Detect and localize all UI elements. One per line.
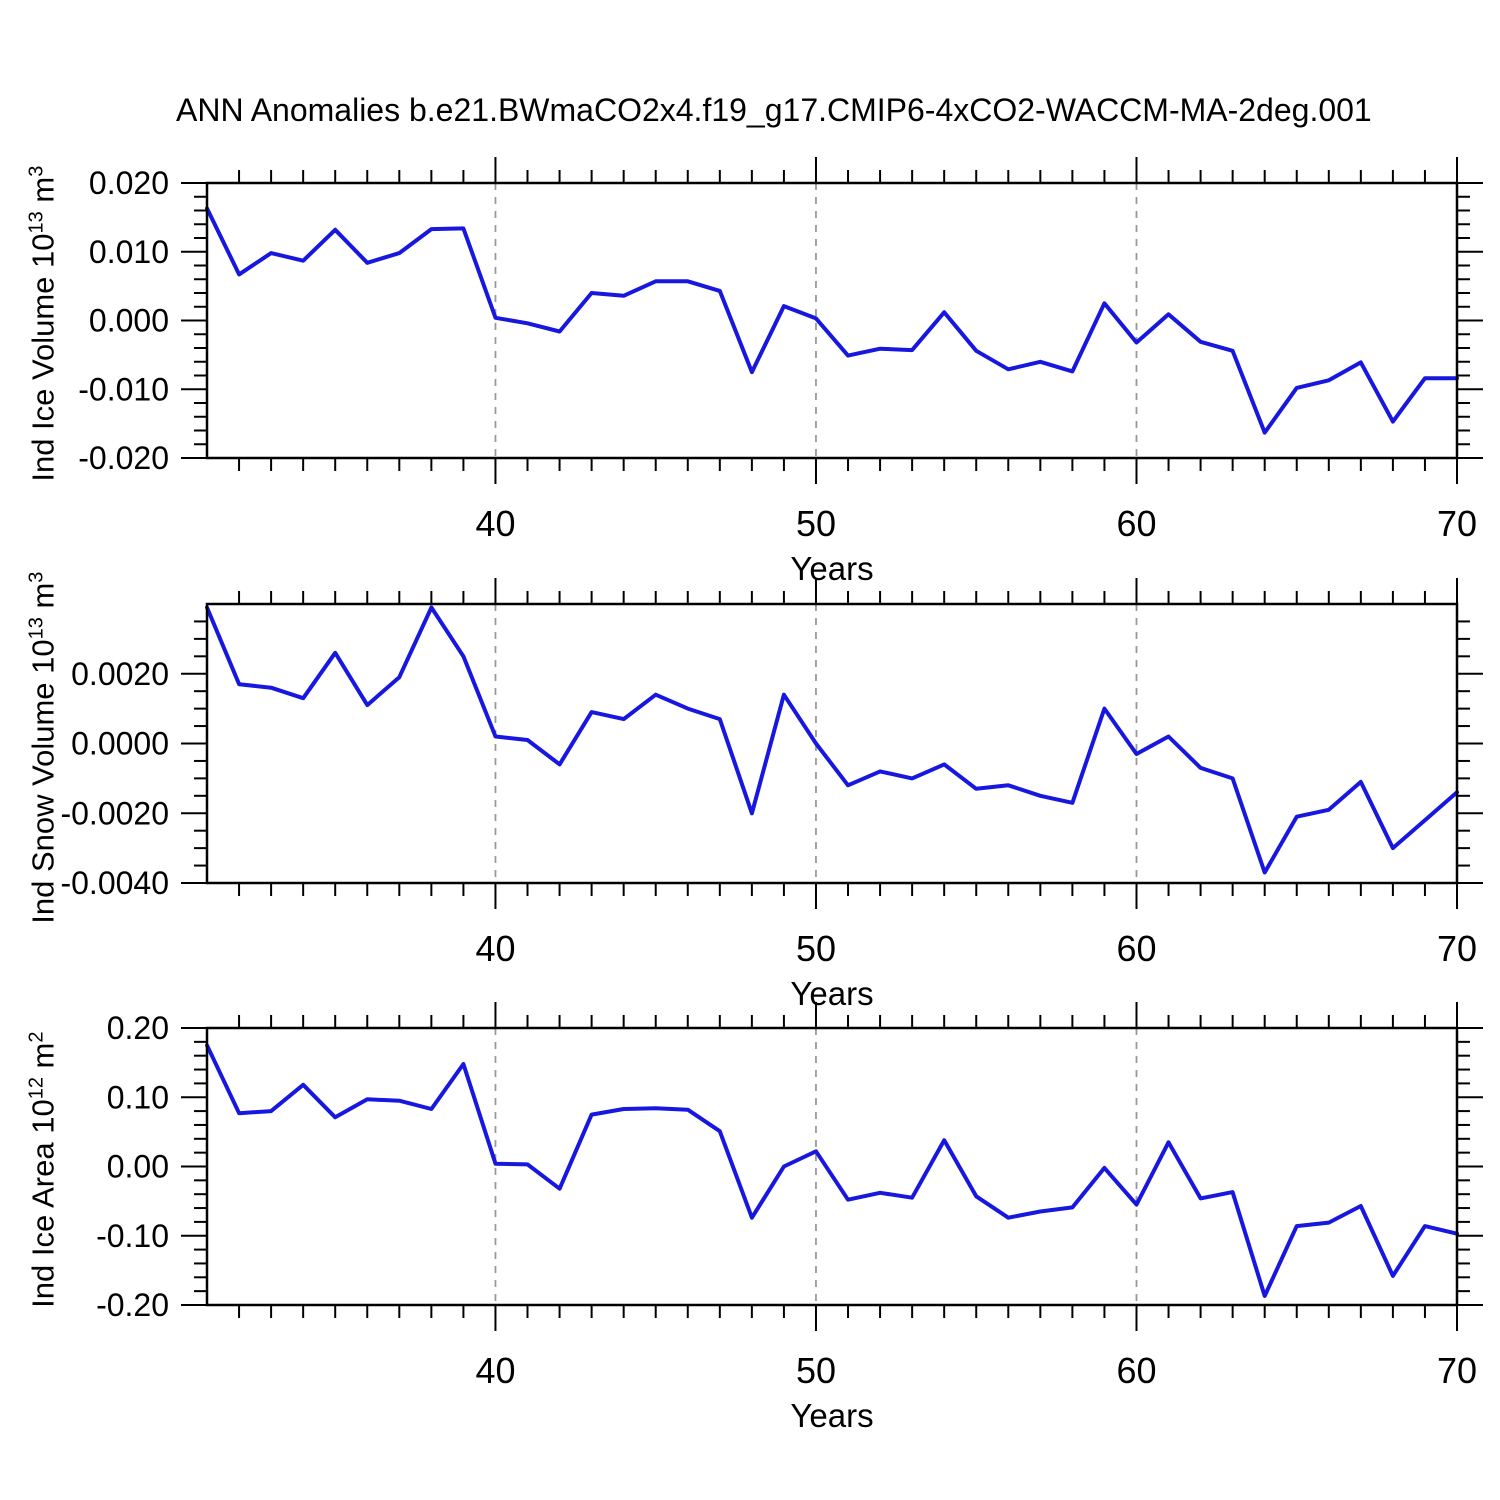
plot-frame xyxy=(205,602,1459,885)
y-tick-label: 0.010 xyxy=(89,234,169,270)
x-tick-label: 60 xyxy=(1116,503,1156,544)
y-axis-title-unit-exponent: 2 xyxy=(25,1031,48,1043)
x-axis-title: Years xyxy=(790,975,873,1012)
data-line-ice-area xyxy=(205,1043,1459,1298)
y-tick-label: 0.020 xyxy=(89,165,169,201)
x-axis-title: Years xyxy=(790,1397,873,1434)
plot-frame xyxy=(205,1026,1459,1307)
y-tick-label: -0.010 xyxy=(78,371,169,407)
y-tick-label: 0.0000 xyxy=(71,726,169,762)
y-tick-label: -0.10 xyxy=(96,1218,169,1254)
x-tick-label: 70 xyxy=(1437,1350,1477,1391)
x-tick-label: 50 xyxy=(796,1350,836,1391)
y-tick-label: 0.000 xyxy=(89,303,169,339)
y-axis-title-unit-exponent: 3 xyxy=(25,165,48,177)
y-axis-title-exponent: 12 xyxy=(25,1077,48,1100)
x-tick-label: 60 xyxy=(1116,1350,1156,1391)
x-tick-label: 40 xyxy=(475,1350,515,1391)
x-tick-label: 70 xyxy=(1437,503,1477,544)
x-tick-label: 50 xyxy=(796,503,836,544)
x-tick-label: 70 xyxy=(1437,928,1477,969)
y-tick-label: -0.0020 xyxy=(60,795,169,831)
y-tick-label: 0.00 xyxy=(107,1149,169,1185)
y-axis-title-unit: m xyxy=(25,582,61,618)
x-tick-label: 40 xyxy=(475,928,515,969)
y-axis-title-exponent: 13 xyxy=(25,617,48,640)
x-tick-label: 60 xyxy=(1116,928,1156,969)
chart-title: ANN Anomalies b.e21.BWmaCO2x4.f19_g17.CM… xyxy=(176,92,1372,128)
x-tick-label: 40 xyxy=(475,503,515,544)
panel-ice-volume: 0.020 0.010 0.000 -0.010 -0.020 40 50 60 70 Years xyxy=(78,157,1483,587)
x-tick-label: 50 xyxy=(796,928,836,969)
y-tick-label: 0.10 xyxy=(107,1079,169,1115)
x-axis-title: Years xyxy=(790,550,873,587)
data-line-ice-volume xyxy=(205,206,1459,435)
y-axis-title-unit: m xyxy=(25,1042,61,1078)
y-axis-title-exponent: 13 xyxy=(25,211,48,234)
panel-snow-volume: 0.0020 0.0000 -0.0020 -0.0040 40 50 60 70 Years xyxy=(60,578,1483,1012)
y-tick-label: -0.020 xyxy=(78,440,169,476)
y-axis-title-text: Ind Ice Area 10 xyxy=(25,1099,61,1308)
y-axis-title-unit-exponent: 3 xyxy=(25,571,48,583)
plot-frame xyxy=(205,181,1459,460)
y-tick-label: 0.0020 xyxy=(71,656,169,692)
y-tick-label: -0.0040 xyxy=(60,865,169,901)
panel-ice-area: 0.20 0.10 0.00 -0.10 -0.20 40 50 60 70 Years xyxy=(96,1002,1483,1434)
y-tick-label: -0.20 xyxy=(96,1287,169,1323)
y-axis-title-ice-area: Ind Ice Area 1012 m2 xyxy=(18,820,61,1500)
y-axis-title-unit: m xyxy=(25,176,61,212)
y-tick-label: 0.20 xyxy=(107,1010,169,1046)
data-line-snow-volume xyxy=(205,605,1459,875)
